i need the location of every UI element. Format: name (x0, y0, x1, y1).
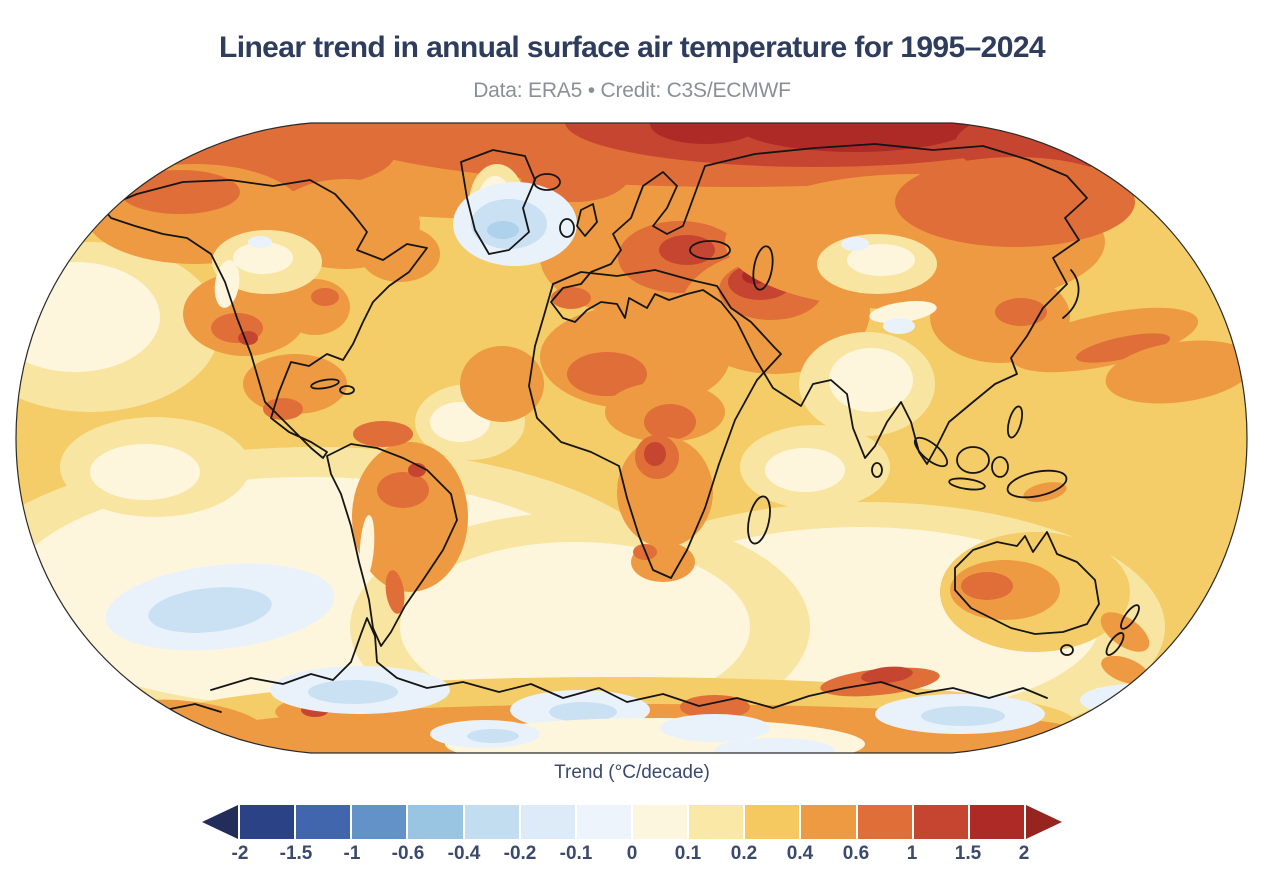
southern-ocean-cooling-patches (105, 563, 1190, 734)
world-map-svg (15, 122, 1248, 754)
colorbar-tick--0.4: -0.4 (447, 843, 481, 864)
colorbar-segment--0.4-to--0.2 (464, 805, 519, 839)
coast-antarctica (210, 617, 1048, 709)
colorbar-tick-1.5: 1.5 (954, 843, 982, 864)
coast-greenland (460, 149, 536, 255)
coast-ireland (559, 218, 575, 238)
colorbar-segment--0.1-to-0 (576, 805, 631, 839)
colorbar-segment--0.6-to--0.4 (408, 805, 463, 839)
colorbar-segment-0.1-to-0.2 (689, 805, 744, 839)
coast-sulawesi (991, 456, 1009, 478)
colorbar-tick--0.2: -0.2 (503, 843, 537, 864)
colorbar-label: Trend (°C/decade) (554, 762, 710, 783)
colorbar-segment--1.5-to--1 (296, 805, 351, 839)
coast-cuba (310, 378, 340, 390)
coastlines (102, 143, 1140, 713)
colorbar-under-arrow (202, 805, 238, 839)
colorbar-segment--1-to--0.6 (352, 805, 407, 839)
coast-tasmania (1060, 644, 1074, 656)
colorbar-tick--1: -1 (343, 843, 361, 864)
coast-caspian-sea (752, 245, 774, 291)
colorbar-tick--1.5: -1.5 (279, 843, 313, 864)
north-atlantic-cooling-patch (453, 182, 577, 266)
colorbar-segment-1.5-to-2 (969, 805, 1024, 839)
coast-north-america (102, 179, 428, 459)
coast-antarctica-west (164, 703, 222, 713)
coast-new-zealand-north (1120, 604, 1140, 630)
colorbar-segments (240, 805, 1024, 839)
coast-sri-lanka (871, 462, 883, 478)
coast-black-sea (689, 240, 731, 260)
colorbar-tick--0.6: -0.6 (391, 843, 425, 864)
coast-philippines (1006, 405, 1024, 439)
colorbar-tick-2: 2 (1018, 843, 1030, 864)
chart-title: Linear trend in annual surface air tempe… (218, 31, 1046, 65)
colorbar-segment-0-to-0.1 (632, 805, 688, 839)
coast-new-zealand-south (1105, 632, 1125, 656)
chart-subtitle: Data: ERA5 • Credit: C3S/ECMWF (473, 79, 791, 102)
colorbar-tick-0.4: 0.4 (786, 843, 814, 864)
colorbar-tick-0.6: 0.6 (842, 843, 870, 864)
colorbar (202, 805, 1062, 839)
coast-madagascar (747, 495, 771, 545)
coast-hispaniola (339, 385, 355, 395)
colorbar-segment-1-to-1.5 (913, 805, 968, 839)
colorbar-segment-0.2-to-0.4 (745, 805, 800, 839)
colorbar-over-arrow (1026, 805, 1062, 839)
colorbar-tick-0.1: 0.1 (674, 843, 702, 864)
colorbar-tick--2: -2 (231, 843, 249, 864)
coast-australia (954, 531, 1100, 635)
colorbar-segment-0.6-to-1 (857, 805, 912, 839)
colorbar-segment--0.2-to--0.1 (520, 805, 575, 839)
colorbar-segment-0.4-to-0.6 (801, 805, 856, 839)
colorbar-tick-0.2: 0.2 (730, 843, 758, 864)
world-map (15, 122, 1248, 755)
coast-sumatra (913, 436, 949, 468)
colorbar-ticks: -2 -1.5 -1 -0.6 -0.4 -0.2 -0.1 0 0.1 0.2 0.4 0.6 1 1.… (0, 843, 1264, 869)
coast-borneo (956, 446, 990, 474)
coast-java (948, 477, 986, 491)
colorbar-tick-1: 1 (906, 843, 918, 864)
coast-africa (528, 269, 782, 579)
colorbar-tick--0.1: -0.1 (559, 843, 593, 864)
trend-field (16, 123, 1247, 753)
colorbar-tick-0: 0 (626, 843, 638, 864)
coast-japan (1062, 269, 1080, 319)
coast-iceland (533, 173, 561, 191)
coast-eurasia (550, 143, 1088, 465)
coast-south-america (326, 443, 458, 647)
colorbar-segment--2-to--1.5 (240, 805, 295, 839)
coast-britain (576, 203, 598, 237)
map-outline (15, 122, 1248, 754)
coast-new-guinea (1006, 469, 1068, 499)
